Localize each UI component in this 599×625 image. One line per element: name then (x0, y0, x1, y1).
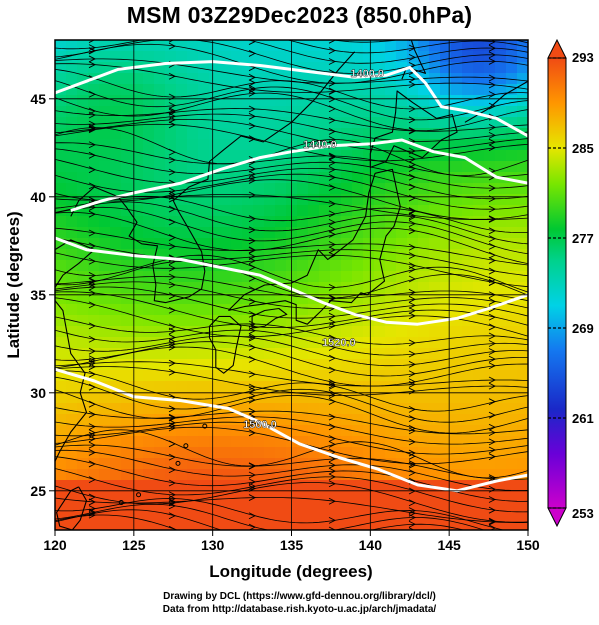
colorbar-top-arrow (547, 38, 567, 59)
x-tick-label: 130 (201, 537, 225, 553)
x-tick-label: 135 (280, 537, 304, 553)
x-tick-label: 120 (43, 537, 67, 553)
colorbar-ticks: 293 285 277 269 261 253 (548, 50, 594, 521)
contour-label: 1400.0 (350, 68, 384, 80)
colorbar-bottom-arrow (547, 507, 567, 528)
x-axis-label: Longitude (degrees) (209, 562, 372, 581)
colorbar-tick-label: 277 (572, 231, 594, 246)
colorbar-tick-label: 285 (572, 141, 594, 156)
y-tick-label: 45 (30, 91, 46, 107)
credits: Drawing by DCL (https://www.gfd-dennou.o… (0, 590, 599, 616)
credit-drawing: Drawing by DCL (https://www.gfd-dennou.o… (163, 591, 436, 602)
y-tick-label: 30 (30, 385, 46, 401)
y-tick-label: 35 (30, 287, 46, 303)
x-tick-label: 125 (122, 537, 146, 553)
x-tick-label: 145 (437, 537, 461, 553)
plot-area (54, 39, 529, 531)
y-axis-label: Latitude (degrees) (4, 211, 23, 358)
credit-data: Data from http://database.rish.kyoto-u.a… (162, 604, 437, 615)
colorbar-tick-label: 269 (572, 321, 594, 336)
x-axis-ticks: 120 125 130 135 140 145 150 (43, 530, 540, 553)
colorbar-gradient (547, 57, 567, 509)
contour-label: 1560.0 (243, 419, 277, 431)
colorbar: 293 285 277 269 261 253 (547, 38, 594, 528)
coastlines (55, 40, 528, 530)
contour-label: 1440.0 (303, 139, 337, 151)
y-tick-label: 40 (30, 189, 46, 205)
contour-labels: 1400.0 1440.0 1520.0 1560.0 (243, 68, 384, 431)
x-tick-label: 150 (516, 537, 540, 553)
colorbar-tick-label: 293 (572, 50, 594, 65)
chart-title: MSM 03Z29Dec2023 (850.0hPa) (126, 2, 473, 28)
y-axis-ticks: 25 30 35 40 45 (30, 91, 55, 499)
contour-label: 1520.0 (322, 337, 356, 349)
colorbar-tick-label: 261 (572, 411, 594, 426)
x-tick-label: 140 (359, 537, 383, 553)
lat-lon-grid (55, 40, 528, 530)
colorbar-tick-label: 253 (572, 506, 594, 521)
y-tick-label: 25 (30, 483, 46, 499)
